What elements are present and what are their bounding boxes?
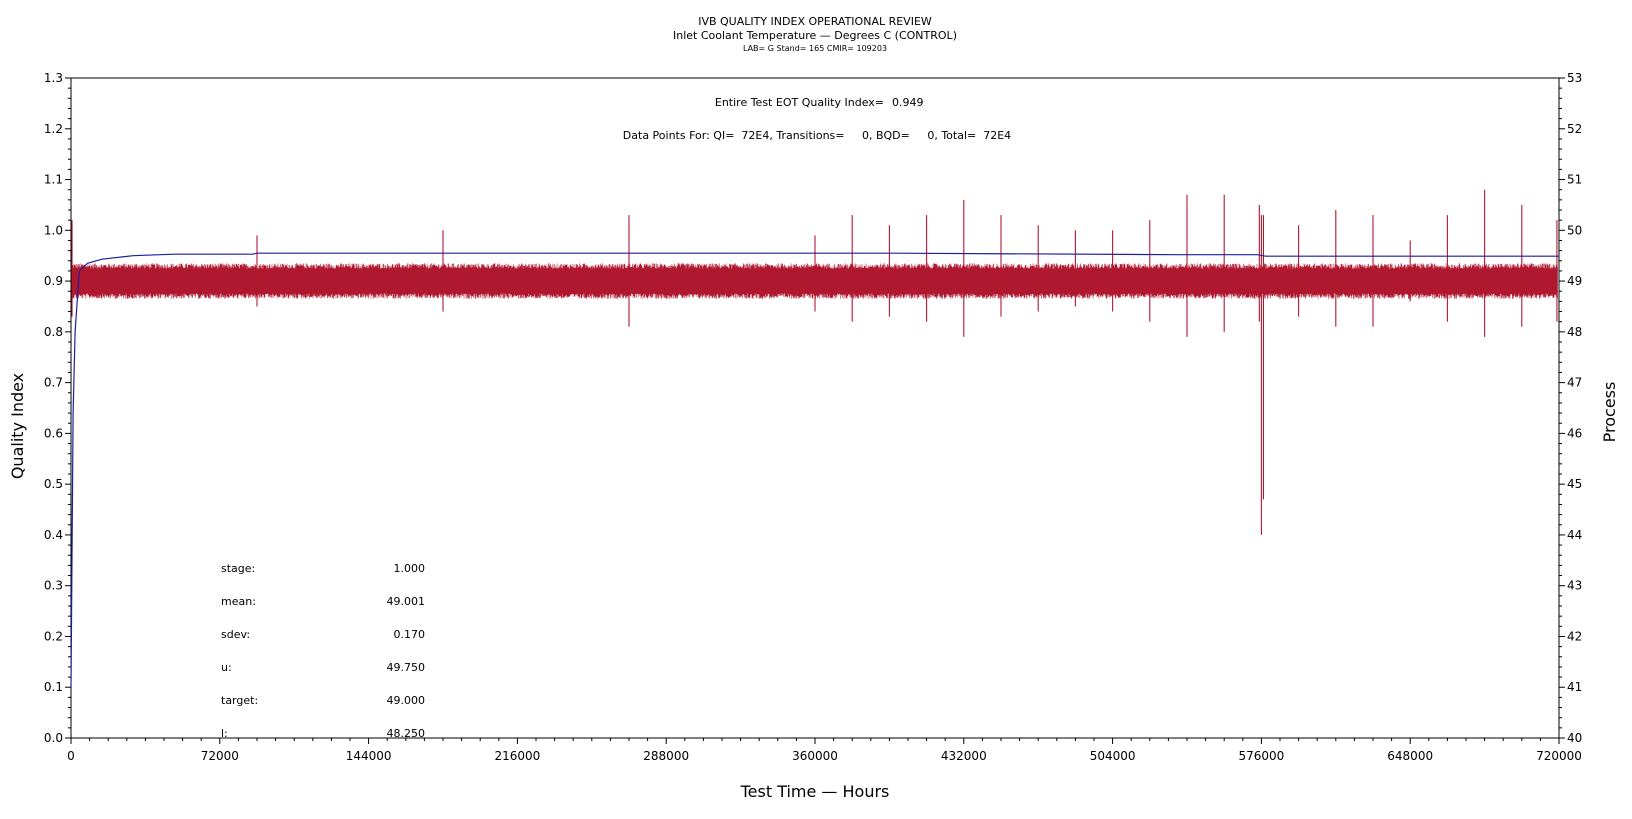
stat-label: stage: [221,562,255,575]
y-right-tick-label: 46 [1567,426,1582,440]
y-left-tick-label: 0.6 [44,426,63,440]
chart-subtitle: Inlet Coolant Temperature — Degrees C (C… [673,29,957,42]
y-axis-left-label: Quality Index [8,373,27,479]
points-line: Data Points For: QI= 72E4, Transitions= … [623,129,1011,142]
x-tick-label: 432000 [941,749,987,763]
x-tick-label: 648000 [1387,749,1433,763]
x-axis-label: Test Time — Hours [740,782,890,801]
y-left-tick-label: 0.9 [44,274,63,288]
stat-value: 49.000 [387,694,426,707]
plot-frame [70,77,1560,739]
y-left-tick-label: 0.2 [44,629,63,643]
y-left-tick-label: 1.0 [44,223,63,237]
y-left-tick-label: 1.3 [44,71,63,85]
y-right-tick-label: 42 [1567,629,1582,643]
y-left-tick-label: 0.8 [44,325,63,339]
y-right-tick-label: 43 [1567,579,1582,593]
process-spikes [71,189,1558,535]
x-axis: 0 72000 144000 216000 288000 360000 432000 5040… [67,738,1582,763]
stat-label: sdev: [221,628,250,641]
y-left-tick-label: 0.3 [44,579,63,593]
y-right-tick-label: 47 [1567,376,1582,390]
y-axis-right-label: Process [1600,382,1619,443]
x-tick-label: 576000 [1238,749,1284,763]
y-right-tick-label: 40 [1567,731,1582,745]
x-tick-label: 0 [67,749,75,763]
x-tick-label: 360000 [792,749,838,763]
x-tick-label: 144000 [346,749,392,763]
y-right-tick-label: 52 [1567,122,1582,136]
y-right-tick-label: 48 [1567,325,1582,339]
stat-value: 48.250 [387,727,426,740]
y-left-tick-label: 1.1 [44,173,63,187]
y-axis-right: 40 41 42 43 44 45 46 47 48 49 50 51 52 53 [1559,71,1582,745]
stats-block: stage: 1.000 mean: 49.001 sdev: 0.170 u: 49.750… [221,562,425,740]
stat-value: 0.170 [394,628,426,641]
x-tick-label: 72000 [201,749,239,763]
quality-index-line [70,252,1559,688]
y-right-tick-label: 49 [1567,274,1582,288]
y-left-tick-label: 0.7 [44,376,63,390]
eot-label: Entire Test EOT Quality Index= [715,96,884,109]
x-tick-label: 216000 [494,749,540,763]
eot-value: 0.949 [892,96,924,109]
y-axis-left: 0.0 0.1 0.2 0.3 0.4 0.5 0.6 0.7 0.8 0.9 1.0 1.1 1.2 1… [44,71,71,745]
stat-value: 1.000 [394,562,426,575]
x-tick-label: 288000 [643,749,689,763]
y-left-tick-label: 1.2 [44,122,63,136]
y-left-tick-label: 0.5 [44,477,63,491]
y-left-tick-label: 0.0 [44,731,63,745]
chart-subtitle-small: LAB= G Stand= 165 CMIR= 109203 [743,44,887,53]
x-tick-label: 720000 [1536,749,1582,763]
y-right-tick-label: 51 [1567,173,1582,187]
x-tick-label: 504000 [1090,749,1136,763]
stat-value: 49.001 [387,595,426,608]
y-left-tick-label: 0.1 [44,680,63,694]
y-left-tick-label: 0.4 [44,528,63,542]
y-right-tick-label: 44 [1567,528,1582,542]
stat-label: u: [221,661,232,674]
stat-value: 49.750 [387,661,426,674]
stat-label: mean: [221,595,256,608]
chart-title: IVB QUALITY INDEX OPERATIONAL REVIEW [698,15,932,28]
y-right-tick-label: 53 [1567,71,1582,85]
stat-label: l: [221,727,228,740]
y-right-tick-label: 50 [1567,223,1582,237]
stat-label: target: [221,694,258,707]
y-right-tick-label: 41 [1567,680,1582,694]
y-right-tick-label: 45 [1567,477,1582,491]
